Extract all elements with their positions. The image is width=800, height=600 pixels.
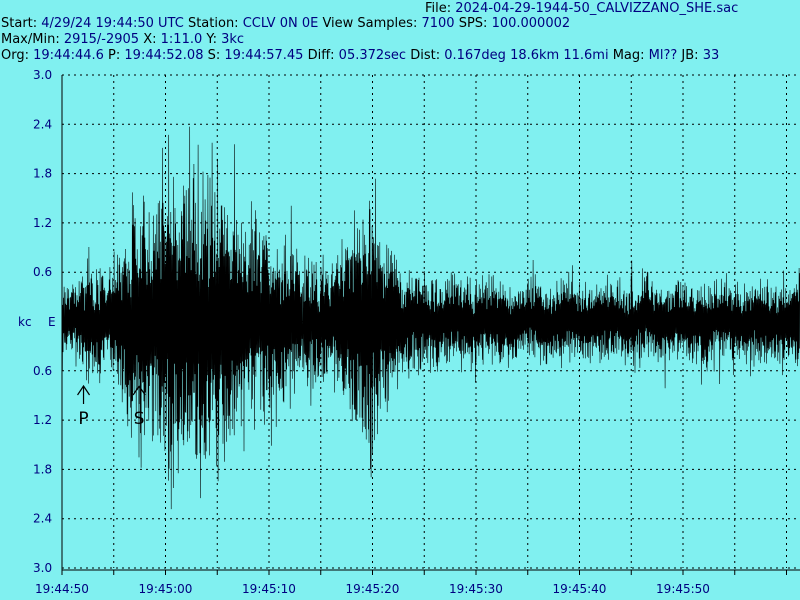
mag-label: Mag: [608,48,649,63]
start-label: Start: [1,16,42,31]
y-tick-label: 1.2 [33,413,52,427]
y-tick-label: 1.8 [33,462,52,476]
dist-value: 0.167deg 18.6km 11.6mi [444,48,609,63]
start-line: Start: 4/29/24 19:44:50 UTC Station: CCL… [1,16,570,32]
x-tick-label: 19:44:50 [35,582,89,596]
phase-marker-label: S [134,409,145,429]
phase-arrow-head [132,384,146,396]
x-tick-label: 19:45:00 [139,582,193,596]
y-tick-label: 0.6 [33,364,52,378]
maxmin-line: Max/Min: 2915/-2905 X: 1:11.0 Y: 3kc [1,32,244,48]
x-tick-label: 19:45:30 [449,582,503,596]
file-label: File: [425,1,456,16]
p-time-value: 19:44:52.08 [124,48,204,63]
y-tick-label: 0.6 [33,265,52,279]
mag-value: Ml?? [648,48,678,63]
file-name: 2024-04-29-1944-50_CALVIZZANO_SHE.sac [455,1,739,16]
view-samples-value: 7100 [421,16,455,31]
y-scale-value: 3kc [221,32,245,47]
x-tick-label: 19:45:40 [553,582,607,596]
x-tick-label: 19:45:20 [346,582,400,596]
y-scale-label: Y: [202,32,222,47]
diff-value: 05.372sec [338,48,407,63]
x-scale-value: 1:11.0 [160,32,203,47]
view-samples-label: View Samples: [318,16,422,31]
component-label: E [48,315,56,329]
x-tick-label: 19:45:50 [656,582,710,596]
y-tick-label: 1.8 [33,167,52,181]
start-value: 4/29/24 19:44:50 UTC [41,16,184,31]
y-tick-label: 2.4 [33,117,52,131]
org-value: 19:44:44.6 [33,48,104,63]
y-unit-label: kc [18,315,32,329]
diff-label: Diff: [303,48,339,63]
y-tick-label: 1.2 [33,216,52,230]
x-tick-labels: 19:44:50 19:45:00 19:45:10 19:45:20 19:45:30… [35,582,710,596]
jb-value: 33 [702,48,720,63]
x-scale-label: X: [139,32,161,47]
dist-label: Dist: [406,48,445,63]
org-label: Org: [1,48,34,63]
phase-marker-label: P [78,409,88,429]
file-line: File: 2024-04-29-1944-50_CALVIZZANO_SHE.… [425,1,738,17]
trace-line [61,126,800,510]
station-value: CCLV 0N 0E [242,16,319,31]
p-time-label: P: [103,48,125,63]
phase-marker-s: S [132,384,146,429]
sps-label: SPS: [454,16,492,31]
phase-marker-p: P [77,384,91,429]
jb-label: JB: [677,48,703,63]
x-tick-label: 19:45:10 [242,582,296,596]
y-tick-label: 3.0 [33,68,52,82]
s-time-value: 19:44:57.45 [224,48,304,63]
y-tick-label: 2.4 [33,512,52,526]
station-label: Station: [183,16,243,31]
origin-line: Org: 19:44:44.6 P: 19:44:52.08 S: 19:44:… [1,48,719,64]
y-tick-labels: 3.0 2.4 1.8 1.2 0.6 0.6 1.2 1.8 2.4 3.0 [33,68,52,575]
phase-arrow-head [77,384,91,396]
sps-value: 100.000002 [491,16,571,31]
maxmin-value: 2915/-2905 [63,32,140,47]
y-tick-label: 3.0 [33,561,52,575]
s-time-label: S: [203,48,225,63]
seismic-trace [61,126,800,510]
maxmin-label: Max/Min: [1,32,64,47]
